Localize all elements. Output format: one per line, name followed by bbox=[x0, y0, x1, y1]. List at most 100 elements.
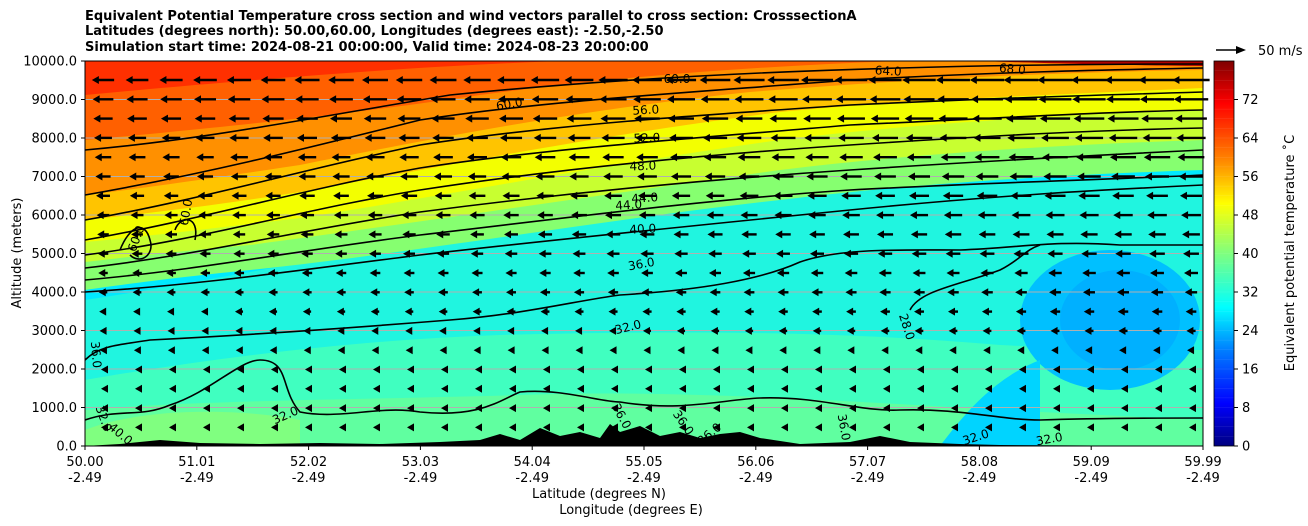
wind-arrow bbox=[1104, 76, 1142, 84]
wind-arrow bbox=[834, 76, 868, 84]
wind-arrow bbox=[398, 133, 420, 142]
wind-arrow bbox=[1121, 404, 1128, 413]
wind-arrow bbox=[806, 172, 828, 181]
wind-arrow bbox=[937, 95, 969, 104]
x-tick-label-lat: 58.08 bbox=[961, 455, 998, 470]
wind-arrow bbox=[645, 404, 652, 413]
wind-arrow bbox=[469, 211, 485, 220]
wind-arrow bbox=[166, 269, 176, 277]
wind-arrow bbox=[1116, 269, 1130, 277]
wind-arrow bbox=[335, 269, 347, 277]
wind-arrow bbox=[674, 249, 688, 258]
wind-arrow bbox=[672, 211, 690, 220]
wind-arrow bbox=[467, 172, 487, 181]
wind-arrow bbox=[736, 133, 762, 142]
wind-arrow bbox=[706, 211, 724, 220]
wind-arrow bbox=[404, 307, 414, 316]
wind-arrow bbox=[600, 114, 626, 123]
wind-arrow bbox=[295, 95, 319, 104]
wind-arrow bbox=[1079, 211, 1099, 220]
wind-arrow bbox=[370, 288, 380, 297]
wind-arrow bbox=[768, 95, 798, 104]
wind-arrow bbox=[815, 384, 822, 393]
wind-arrow bbox=[501, 172, 521, 181]
wind-arrow bbox=[164, 211, 178, 220]
wind-arrow bbox=[1071, 76, 1107, 84]
chart-title-line3: Simulation start time: 2024-08-21 00:00:… bbox=[85, 40, 649, 55]
wind-arrow bbox=[1015, 288, 1027, 297]
wind-arrow bbox=[1013, 249, 1029, 258]
wind-arrow bbox=[1019, 423, 1026, 432]
wind-arrow bbox=[571, 230, 587, 239]
wind-key: 50 m/s bbox=[1216, 44, 1303, 59]
wind-arrow bbox=[804, 133, 830, 142]
wind-arrow bbox=[570, 191, 588, 200]
x-tick-label-lon: -2.49 bbox=[68, 471, 102, 486]
wind-arrow bbox=[301, 249, 313, 258]
wind-arrow bbox=[497, 76, 525, 84]
x-tick-label-lon: -2.49 bbox=[180, 471, 214, 486]
wind-arrow bbox=[699, 76, 731, 84]
wind-arrow bbox=[771, 153, 795, 162]
wind-arrow bbox=[1150, 269, 1164, 277]
wind-arrow bbox=[983, 346, 991, 355]
wind-arrow bbox=[296, 114, 318, 123]
wind-arrow bbox=[472, 307, 482, 316]
wind-arrow bbox=[328, 76, 354, 84]
colorbar-tick-label: 8 bbox=[1242, 401, 1250, 416]
wind-arrow bbox=[742, 269, 756, 277]
wind-arrow bbox=[606, 249, 620, 258]
wind-arrow bbox=[543, 404, 550, 413]
colorbar-label: Equivalent potential temperature ˚C bbox=[1282, 135, 1298, 371]
y-tick-label: 10000.0 bbox=[23, 55, 77, 70]
wind-arrow bbox=[267, 249, 279, 258]
wind-arrow bbox=[431, 114, 455, 123]
wind-arrow bbox=[880, 326, 890, 335]
wind-arrow bbox=[1078, 191, 1100, 200]
wind-arrow bbox=[437, 269, 449, 277]
wind-arrow bbox=[640, 249, 654, 258]
wind-arrow bbox=[936, 76, 970, 84]
colorbar-tick-label: 56 bbox=[1242, 170, 1259, 185]
wind-arrow bbox=[839, 153, 863, 162]
wind-arrow bbox=[297, 133, 317, 142]
wind-arrow bbox=[1074, 133, 1104, 142]
wind-arrow bbox=[611, 404, 618, 413]
x-tick-label-lat: 50.00 bbox=[66, 455, 103, 470]
wind-arrow bbox=[1114, 230, 1132, 239]
y-tick-label: 4000.0 bbox=[32, 286, 78, 301]
wind-arrow bbox=[643, 346, 651, 355]
wind-arrow bbox=[1084, 326, 1094, 335]
wind-arrow bbox=[373, 423, 380, 432]
wind-arrow bbox=[1037, 76, 1073, 84]
colorbar-tick-label: 24 bbox=[1242, 324, 1259, 339]
wind-arrow bbox=[602, 153, 624, 162]
wind-arrow bbox=[1053, 423, 1060, 432]
x-tick-label-lon: -2.49 bbox=[404, 471, 438, 486]
wind-arrow bbox=[670, 172, 692, 181]
wind-arrow bbox=[475, 404, 482, 413]
wind-arrow bbox=[1003, 76, 1039, 84]
wind-arrow bbox=[264, 172, 282, 181]
wind-arrow bbox=[838, 133, 864, 142]
wind-arrow bbox=[133, 346, 141, 355]
wind-arrow bbox=[881, 346, 889, 355]
wind-arrow bbox=[503, 211, 519, 220]
wind-arrow bbox=[776, 249, 790, 258]
wind-arrow bbox=[135, 404, 142, 413]
wind-arrow bbox=[566, 114, 592, 123]
wind-arrow bbox=[1142, 133, 1172, 142]
x-tick-label-lat: 59.99 bbox=[1184, 455, 1221, 470]
chart-title-line1: Equivalent Potential Temperature cross s… bbox=[85, 9, 857, 24]
wind-arrow bbox=[509, 404, 516, 413]
wind-arrow bbox=[441, 423, 448, 432]
wind-arrow bbox=[611, 384, 618, 393]
wind-arrow bbox=[575, 346, 583, 355]
y-tick-label: 9000.0 bbox=[32, 93, 78, 108]
wind-arrow bbox=[537, 211, 553, 220]
wind-arrow bbox=[534, 153, 556, 162]
wind-arrow bbox=[669, 133, 693, 142]
contour-lines bbox=[85, 63, 1203, 421]
wind-arrow bbox=[537, 230, 553, 239]
wind-arrow bbox=[233, 269, 245, 277]
